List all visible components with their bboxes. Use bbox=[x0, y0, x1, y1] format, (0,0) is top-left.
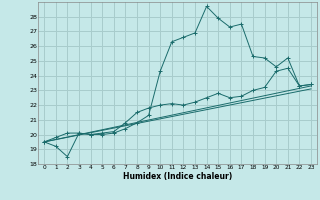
X-axis label: Humidex (Indice chaleur): Humidex (Indice chaleur) bbox=[123, 172, 232, 181]
